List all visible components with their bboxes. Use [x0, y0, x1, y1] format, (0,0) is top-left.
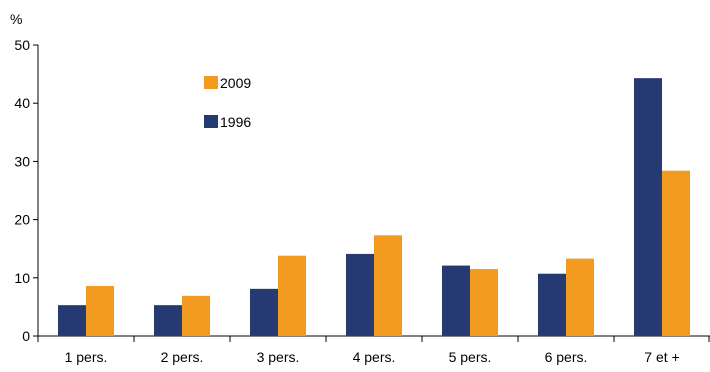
- bar-2009-1-pers: [86, 285, 114, 336]
- y-axis: 0 10 20 30 40 50: [14, 37, 39, 344]
- y-tick-label: 10: [14, 270, 30, 286]
- x-tick-label: 6 pers.: [545, 349, 588, 365]
- x-tick-label: 4 pers.: [353, 349, 396, 365]
- bar-1996-1-pers: [58, 305, 86, 336]
- bar-2009-4-pers: [374, 235, 402, 336]
- bar-1996-2-pers: [154, 305, 182, 336]
- y-tick-label: 20: [14, 212, 30, 228]
- bar-1996-6-pers: [538, 273, 566, 336]
- bar-2009-2-pers: [182, 295, 210, 336]
- x-tick-label: 7 et +: [644, 349, 679, 365]
- x-tick-label: 1 pers.: [65, 349, 108, 365]
- y-tick-label: 40: [14, 95, 30, 111]
- bar-2009-5-pers: [470, 269, 498, 336]
- x-tick-label: 2 pers.: [161, 349, 204, 365]
- y-tick-label: 0: [22, 328, 30, 344]
- bar-2009-6-pers: [566, 258, 594, 336]
- legend: 2009 1996: [204, 75, 251, 130]
- y-tick-label: 50: [14, 37, 30, 53]
- bar-2009-7-et: [662, 170, 690, 336]
- legend-swatch-2009: [204, 76, 218, 89]
- legend-label-1996: 1996: [220, 114, 251, 130]
- bar-1996-7-et: [634, 78, 662, 336]
- y-axis-unit-label: %: [10, 11, 22, 27]
- x-tick-label: 3 pers.: [257, 349, 300, 365]
- bar-2009-3-pers: [278, 255, 306, 336]
- bar-1996-4-pers: [346, 253, 374, 336]
- legend-swatch-1996: [204, 115, 218, 128]
- bar-1996-5-pers: [442, 265, 470, 336]
- x-axis: 1 pers. 2 pers. 3 pers. 4 pers. 5 pers. 6 per…: [37, 335, 710, 365]
- bars-group: [58, 78, 690, 336]
- y-tick-label: 30: [14, 153, 30, 169]
- x-tick-label: 5 pers.: [449, 349, 492, 365]
- bar-1996-3-pers: [250, 288, 278, 336]
- legend-label-2009: 2009: [220, 75, 251, 91]
